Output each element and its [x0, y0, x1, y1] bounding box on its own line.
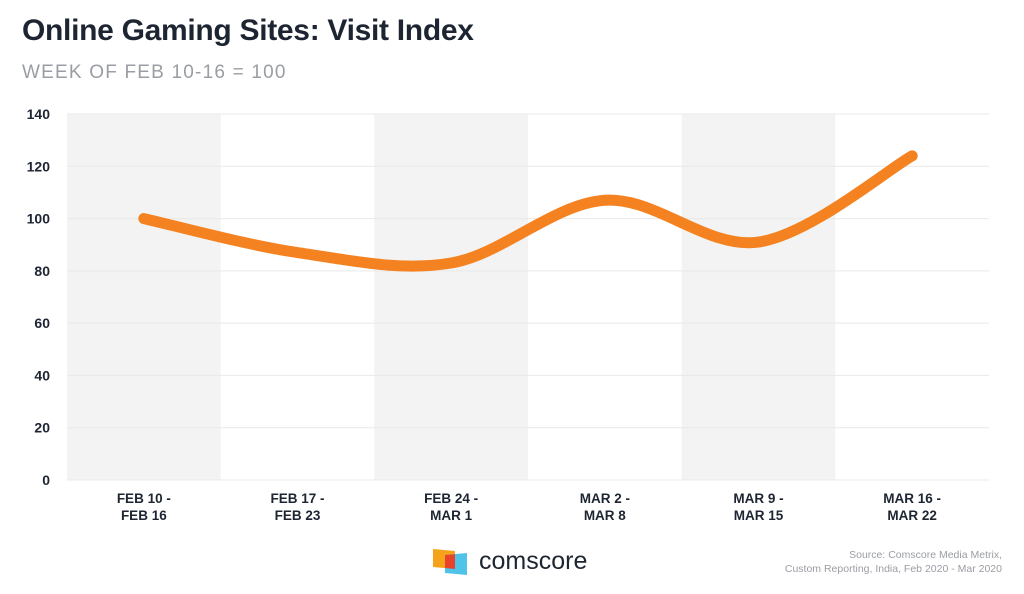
x-tick-label: MAR 15 — [734, 508, 784, 523]
y-tick-label: 100 — [27, 211, 51, 227]
comscore-logo-text: comscore — [479, 547, 588, 575]
source-line-1: Source: Comscore Media Metrix, — [849, 549, 1002, 561]
background-band — [681, 114, 836, 480]
x-tick-label: MAR 2 - — [580, 491, 630, 506]
x-tick-label: MAR 8 — [584, 508, 626, 523]
source-line-2: Custom Reporting, India, Feb 2020 - Mar … — [784, 563, 1002, 575]
chart-subtitle: WEEK OF FEB 10-16 = 100 — [22, 62, 287, 83]
x-tick-label: FEB 23 — [275, 508, 321, 523]
x-tick-label: FEB 17 - — [270, 491, 324, 506]
x-tick-label: MAR 9 - — [733, 491, 783, 506]
comscore-logo-icon — [433, 549, 467, 575]
series-line — [138, 150, 918, 272]
y-tick-label: 20 — [34, 420, 50, 436]
chart-title: Online Gaming Sites: Visit Index — [22, 14, 474, 47]
x-tick-label: FEB 16 — [121, 508, 167, 523]
y-tick-label: 120 — [27, 158, 51, 174]
y-tick-label: 140 — [27, 106, 51, 122]
x-tick-label: MAR 16 - — [883, 491, 941, 506]
background-band — [67, 114, 221, 480]
background-band — [374, 114, 528, 480]
y-tick-label: 60 — [34, 315, 50, 331]
y-tick-label: 0 — [42, 472, 50, 488]
x-tick-label: FEB 10 - — [117, 491, 171, 506]
x-tick-label: FEB 24 - — [424, 491, 478, 506]
y-tick-label: 40 — [34, 367, 50, 383]
x-tick-label: MAR 22 — [887, 508, 937, 523]
y-tick-label: 80 — [34, 263, 50, 279]
x-tick-label: MAR 1 — [430, 508, 472, 523]
source-note: Source: Comscore Media Metrix, Custom Re… — [785, 548, 1002, 576]
